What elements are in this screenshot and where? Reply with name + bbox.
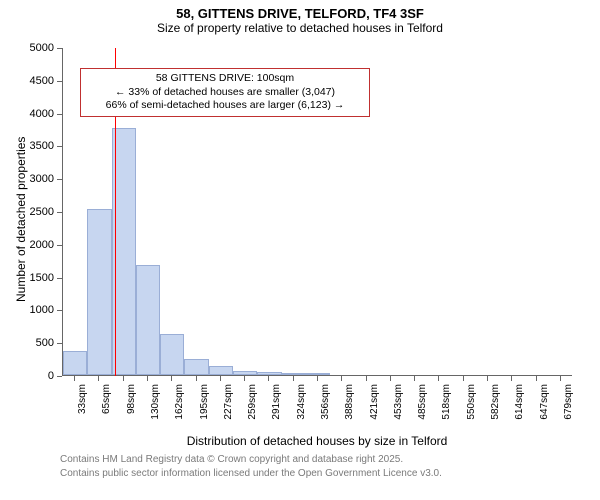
x-tick-label: 291sqm: [271, 384, 282, 420]
x-tick-mark: [293, 376, 294, 381]
chart-container: 58, GITTENS DRIVE, TELFORD, TF4 3SF Size…: [0, 0, 600, 500]
x-tick-label: 550sqm: [466, 384, 477, 420]
annotation-line-3: 66% of semi-detached houses are larger (…: [87, 99, 363, 113]
y-tick-label: 0: [0, 370, 54, 382]
x-tick-label: 130sqm: [150, 384, 161, 420]
x-tick-mark: [244, 376, 245, 381]
x-tick-mark: [511, 376, 512, 381]
y-tick-label: 2500: [0, 206, 54, 218]
y-tick-mark: [57, 212, 62, 213]
y-tick-label: 2000: [0, 239, 54, 251]
y-tick-mark: [57, 376, 62, 377]
x-tick-mark: [390, 376, 391, 381]
attribution-line-1: Contains HM Land Registry data © Crown c…: [60, 454, 403, 465]
y-tick-mark: [57, 179, 62, 180]
x-tick-mark: [366, 376, 367, 381]
histogram-bar: [160, 334, 184, 375]
x-tick-label: 259sqm: [247, 384, 258, 420]
y-tick-mark: [57, 278, 62, 279]
chart-subtitle: Size of property relative to detached ho…: [0, 21, 600, 39]
x-tick-label: 65sqm: [101, 384, 112, 414]
y-tick-label: 4000: [0, 108, 54, 120]
histogram-bar: [87, 209, 111, 375]
y-tick-mark: [57, 310, 62, 311]
y-tick-mark: [57, 146, 62, 147]
y-tick-label: 3000: [0, 173, 54, 185]
x-tick-mark: [463, 376, 464, 381]
x-tick-label: 485sqm: [417, 384, 428, 420]
x-tick-mark: [74, 376, 75, 381]
x-tick-mark: [171, 376, 172, 381]
histogram-bar: [306, 373, 330, 375]
x-tick-mark: [196, 376, 197, 381]
x-tick-mark: [268, 376, 269, 381]
histogram-bar: [209, 366, 233, 375]
x-tick-mark: [341, 376, 342, 381]
x-tick-label: 33sqm: [77, 384, 88, 414]
x-tick-label: 388sqm: [344, 384, 355, 420]
x-axis-label: Distribution of detached houses by size …: [62, 434, 572, 448]
histogram-bar: [257, 372, 281, 375]
x-tick-label: 582sqm: [490, 384, 501, 420]
histogram-bar: [233, 371, 257, 375]
y-tick-mark: [57, 114, 62, 115]
y-tick-label: 3500: [0, 140, 54, 152]
y-tick-mark: [57, 343, 62, 344]
annotation-line-1: 58 GITTENS DRIVE: 100sqm: [87, 72, 363, 86]
y-tick-mark: [57, 245, 62, 246]
x-tick-mark: [414, 376, 415, 381]
x-tick-label: 453sqm: [393, 384, 404, 420]
y-tick-label: 4500: [0, 75, 54, 87]
x-tick-label: 324sqm: [296, 384, 307, 420]
x-tick-mark: [560, 376, 561, 381]
y-tick-mark: [57, 48, 62, 49]
x-tick-label: 421sqm: [369, 384, 380, 420]
histogram-bar: [282, 373, 306, 375]
x-tick-label: 518sqm: [441, 384, 452, 420]
x-tick-label: 679sqm: [563, 384, 574, 420]
x-tick-mark: [220, 376, 221, 381]
histogram-bar: [136, 265, 160, 375]
x-tick-mark: [438, 376, 439, 381]
y-tick-label: 1500: [0, 272, 54, 284]
chart-title: 58, GITTENS DRIVE, TELFORD, TF4 3SF: [0, 0, 600, 21]
y-tick-label: 1000: [0, 304, 54, 316]
histogram-bar: [184, 359, 208, 375]
x-tick-label: 195sqm: [199, 384, 210, 420]
x-tick-label: 647sqm: [539, 384, 550, 420]
x-tick-mark: [487, 376, 488, 381]
y-tick-label: 500: [0, 337, 54, 349]
y-tick-label: 5000: [0, 42, 54, 54]
y-tick-mark: [57, 81, 62, 82]
x-tick-mark: [317, 376, 318, 381]
attribution-line-2: Contains public sector information licen…: [60, 468, 442, 479]
x-tick-label: 227sqm: [223, 384, 234, 420]
x-tick-mark: [536, 376, 537, 381]
annotation-box: 58 GITTENS DRIVE: 100sqm← 33% of detache…: [80, 68, 370, 117]
x-tick-mark: [98, 376, 99, 381]
annotation-line-2: ← 33% of detached houses are smaller (3,…: [87, 86, 363, 100]
x-tick-label: 614sqm: [514, 384, 525, 420]
histogram-bar: [63, 351, 87, 375]
x-tick-mark: [147, 376, 148, 381]
x-tick-label: 356sqm: [320, 384, 331, 420]
x-tick-mark: [123, 376, 124, 381]
x-tick-label: 162sqm: [174, 384, 185, 420]
x-tick-label: 98sqm: [126, 384, 137, 414]
